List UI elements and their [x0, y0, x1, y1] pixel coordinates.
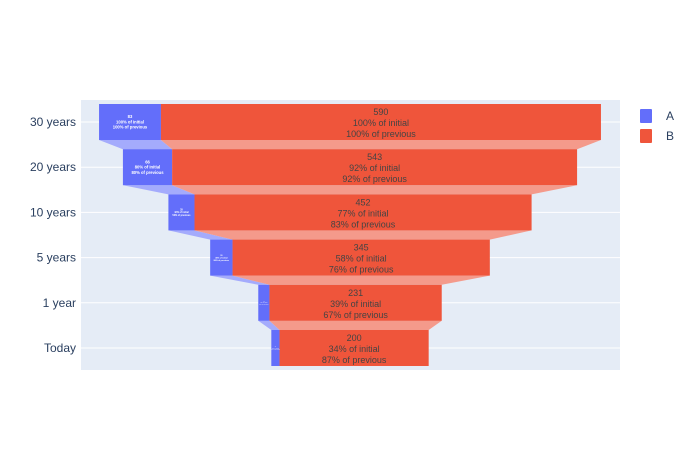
data-label-a: 86% of previous — [214, 259, 230, 262]
legend-label-a: A — [666, 109, 675, 123]
legend: A B — [640, 106, 674, 146]
data-label-a: 100% of initial — [116, 119, 144, 124]
data-label-b: 590 — [373, 107, 388, 117]
connector-b — [194, 230, 532, 240]
bar-a[interactable] — [210, 239, 233, 276]
bar-a[interactable] — [168, 194, 195, 231]
data-label-b: 87% of previous — [322, 355, 387, 365]
data-label-a: 13% of initial — [272, 346, 280, 349]
bar-b[interactable] — [279, 330, 429, 366]
legend-item-b[interactable]: B — [640, 126, 674, 146]
connector-a — [168, 230, 233, 240]
data-label-b: 100% of initial — [353, 118, 409, 128]
data-label-b: 77% of initial — [338, 208, 389, 218]
legend-label-b: B — [666, 129, 675, 143]
legend-item-a[interactable]: A — [640, 106, 674, 126]
data-label-b: 39% of initial — [330, 299, 381, 309]
data-label-a: 36% of initial — [215, 256, 228, 259]
data-label-b: 76% of previous — [329, 265, 394, 275]
bar-a[interactable] — [271, 330, 280, 366]
bar-b[interactable] — [194, 194, 532, 231]
connector-b — [172, 185, 578, 195]
data-label-b: 345 — [354, 243, 369, 253]
data-label-b: 92% of previous — [342, 174, 407, 184]
data-label-b: 83% of previous — [331, 219, 396, 229]
data-label-a: 66 — [145, 159, 150, 164]
data-label-a: 15 — [263, 301, 265, 303]
data-label-a: 83 — [128, 114, 133, 119]
data-label-b: 67% of previous — [323, 310, 388, 320]
data-label-b: 58% of initial — [336, 254, 387, 264]
data-label-a: 18% of initial — [260, 301, 268, 304]
y-tick-label: 30 years — [30, 115, 76, 129]
y-tick-label: Today — [44, 341, 76, 355]
data-label-b: 452 — [356, 197, 371, 207]
bar-b[interactable] — [232, 239, 490, 276]
y-tick-label: 1 year — [43, 296, 76, 310]
connector-a — [99, 140, 173, 150]
data-label-a: 53% of previous — [172, 214, 191, 217]
legend-swatch-b — [640, 129, 652, 143]
connector-a — [122, 185, 195, 195]
bar-b[interactable] — [160, 104, 601, 140]
bar-b[interactable] — [172, 149, 578, 186]
data-label-a: 50% of previous — [259, 304, 268, 306]
data-label-a: 11 — [275, 346, 277, 348]
bar-a[interactable] — [99, 104, 161, 140]
y-tick-label: 10 years — [30, 205, 76, 219]
data-label-a: 35 — [180, 208, 183, 211]
bar-b[interactable] — [269, 284, 442, 321]
data-label-a: 73% of previous — [271, 349, 280, 351]
data-label-a: 30 — [220, 255, 223, 257]
data-label-a: 100% of previous — [113, 125, 148, 130]
connector-b — [269, 320, 442, 330]
funnel-bars — [99, 104, 601, 366]
connector-a — [210, 275, 270, 285]
bar-a[interactable] — [122, 149, 173, 186]
data-label-a: 80% of previous — [131, 170, 164, 175]
data-label-b: 543 — [367, 152, 382, 162]
data-label-b: 200 — [347, 333, 362, 343]
connectors — [99, 140, 601, 330]
connector-a — [258, 320, 280, 330]
data-label-b: 100% of previous — [346, 129, 416, 139]
y-tick-label: 20 years — [30, 160, 76, 174]
data-label-b: 231 — [348, 288, 363, 298]
y-axis-ticks: 30 years 20 years 10 years 5 years 1 year Tod… — [30, 115, 76, 355]
legend-swatch-a — [640, 109, 652, 123]
y-tick-label: 5 years — [37, 251, 76, 265]
connector-b — [160, 140, 601, 150]
data-label-b: 92% of initial — [349, 163, 400, 173]
data-label-a: 42% of initial — [174, 211, 189, 214]
data-label-b: 34% of initial — [329, 344, 380, 354]
connector-b — [232, 275, 490, 285]
bar-a[interactable] — [258, 284, 270, 321]
data-label-a: 80% of initial — [135, 165, 161, 170]
